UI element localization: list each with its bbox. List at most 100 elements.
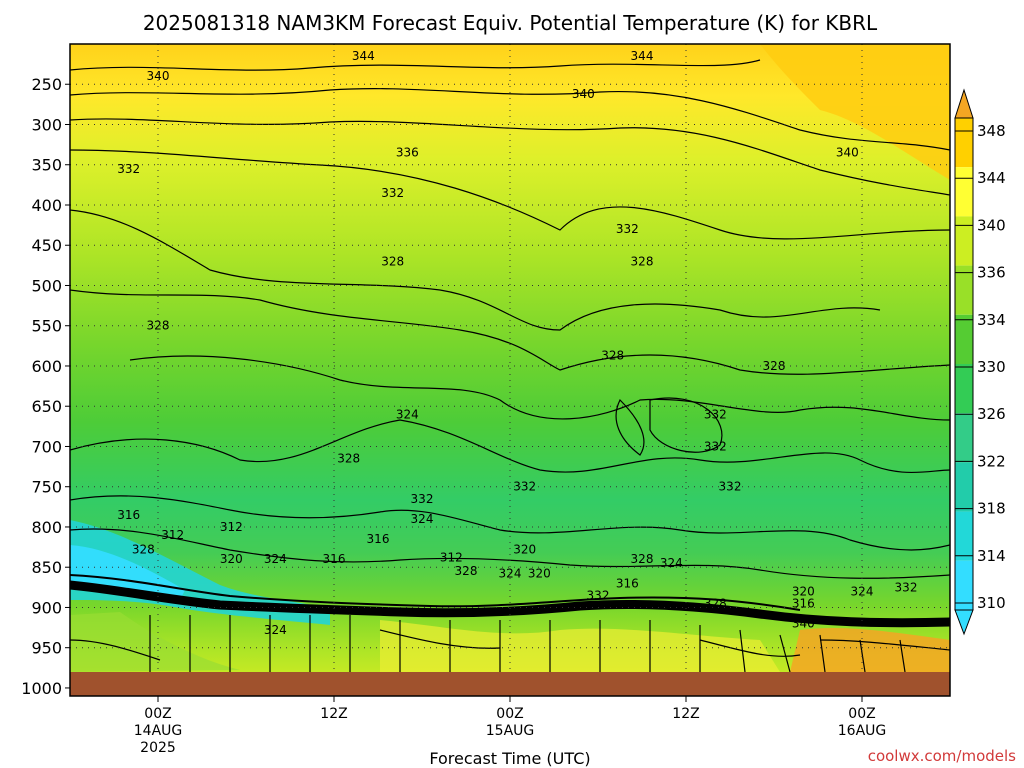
contour-label: 324 <box>851 584 874 598</box>
colorbar-frame <box>954 117 974 611</box>
contour-label: 320 <box>513 543 536 557</box>
contour-label: 320 <box>528 567 551 581</box>
x-tick-label: 12Z <box>672 706 699 722</box>
x-tick-label: 00Z <box>144 706 171 722</box>
contour-label: 328 <box>337 452 360 466</box>
colorbar-label: 344 <box>977 169 1006 187</box>
plot-area <box>70 44 950 696</box>
colorbar-cell <box>955 560 973 610</box>
x-tick-label: 14AUG <box>134 723 183 739</box>
contour-label: 328 <box>704 596 727 610</box>
contour-label: 320 <box>220 552 243 566</box>
y-tick-label: 400 <box>31 196 62 215</box>
x-tick-label: 00Z <box>848 706 875 722</box>
contour-label: 340 <box>792 617 815 631</box>
contour-label: 332 <box>117 162 140 176</box>
frontal-band-2 <box>70 574 801 611</box>
contour-label: 344 <box>631 49 654 63</box>
contour-label: 332 <box>704 439 727 453</box>
contour-lines <box>70 59 950 673</box>
credit-text[interactable]: coolwx.com/models <box>868 747 1016 765</box>
x-tick-label: 00Z <box>496 706 523 722</box>
colorbar-label: 348 <box>977 122 1006 140</box>
contour-label: 324 <box>499 567 522 581</box>
y-tick-label: 350 <box>31 156 62 175</box>
colorbar-label: 310 <box>977 594 1006 612</box>
contour-label: 324 <box>396 407 419 421</box>
contour-label: 316 <box>616 576 639 590</box>
contour-label: 328 <box>132 543 155 557</box>
yellow-top-right <box>760 44 950 180</box>
colorbar-label: 326 <box>977 405 1006 423</box>
contour-label: 332 <box>513 480 536 494</box>
colorbar-label: 314 <box>977 547 1006 565</box>
colorbar-bottom-arrow <box>954 609 974 636</box>
y-tick-label: 250 <box>31 75 62 94</box>
warm-lower-middle <box>380 620 780 672</box>
colorbar-top-arrow <box>954 88 974 119</box>
contour-label: 324 <box>264 552 287 566</box>
contour-label: 316 <box>792 596 815 610</box>
y-tick-label: 900 <box>31 598 62 617</box>
grid-lines <box>70 44 950 696</box>
x-tick-label: 15AUG <box>486 723 535 739</box>
contour-label: 336 <box>396 146 419 160</box>
y-axis: 250 300 350 400 450 500 550 600 650 700 750 800 850 9… <box>21 75 70 698</box>
contour-label: 324 <box>660 556 683 570</box>
contour-label: 332 <box>381 186 404 200</box>
colorbar-cell <box>955 413 973 463</box>
y-tick-label: 750 <box>31 478 62 497</box>
colorbar-cell <box>955 265 973 315</box>
contour-label: 328 <box>601 349 624 363</box>
y-tick-label: 650 <box>31 397 62 416</box>
colorbar-cell <box>955 167 973 217</box>
colorbar-cell <box>955 216 973 266</box>
y-tick-label: 800 <box>31 518 62 537</box>
contour-label: 328 <box>631 254 654 268</box>
colorbar: 348 344 340 336 334 330 326 322 318 314 310 <box>954 88 1006 636</box>
colorbar-cell <box>955 462 973 512</box>
contour-label: 316 <box>323 552 346 566</box>
colorbar-cell <box>955 314 973 364</box>
contour-label: 312 <box>440 551 463 565</box>
chart-title: 2025081318 NAM3KM Forecast Equiv. Potent… <box>143 11 878 35</box>
y-tick-label: 500 <box>31 276 62 295</box>
contour-label: 316 <box>367 532 390 546</box>
x-tick-label: 12Z <box>320 706 347 722</box>
contour-label: 332 <box>895 580 918 594</box>
frontal-band <box>70 580 950 628</box>
y-tick-label: 300 <box>31 115 62 134</box>
contour-label: 328 <box>381 254 404 268</box>
contour-label: 332 <box>719 480 742 494</box>
y-tick-label: 950 <box>31 639 62 658</box>
x-axis-label: Forecast Time (UTC) <box>429 749 590 768</box>
contour-label: 312 <box>161 528 184 542</box>
contour-label: 340 <box>836 146 859 160</box>
colorbar-cell <box>955 511 973 561</box>
orange-lower-right <box>790 628 950 672</box>
contour-label: 316 <box>117 508 140 522</box>
y-tick-label: 450 <box>31 236 62 255</box>
ground-strip <box>70 672 950 696</box>
contour-label: 324 <box>264 623 287 637</box>
contour-label: 328 <box>455 564 478 578</box>
contour-label: 320 <box>792 584 815 598</box>
x-tick-label: 2025 <box>140 740 176 756</box>
colorbar-label: 322 <box>977 452 1006 470</box>
y-tick-label: 550 <box>31 317 62 336</box>
contour-label: 340 <box>147 69 170 83</box>
colorbar-label: 336 <box>977 264 1006 282</box>
x-tick-label: 16AUG <box>838 723 887 739</box>
colorbar-cell <box>955 118 973 168</box>
y-tick-label: 1000 <box>21 679 62 698</box>
contour-label: 332 <box>704 407 727 421</box>
warm-lower-left <box>70 612 240 672</box>
colorbar-cell <box>955 364 973 414</box>
colorbar-label: 334 <box>977 311 1006 329</box>
contour-label: 332 <box>587 588 610 602</box>
y-tick-label: 850 <box>31 558 62 577</box>
y-tick-label: 700 <box>31 437 62 456</box>
